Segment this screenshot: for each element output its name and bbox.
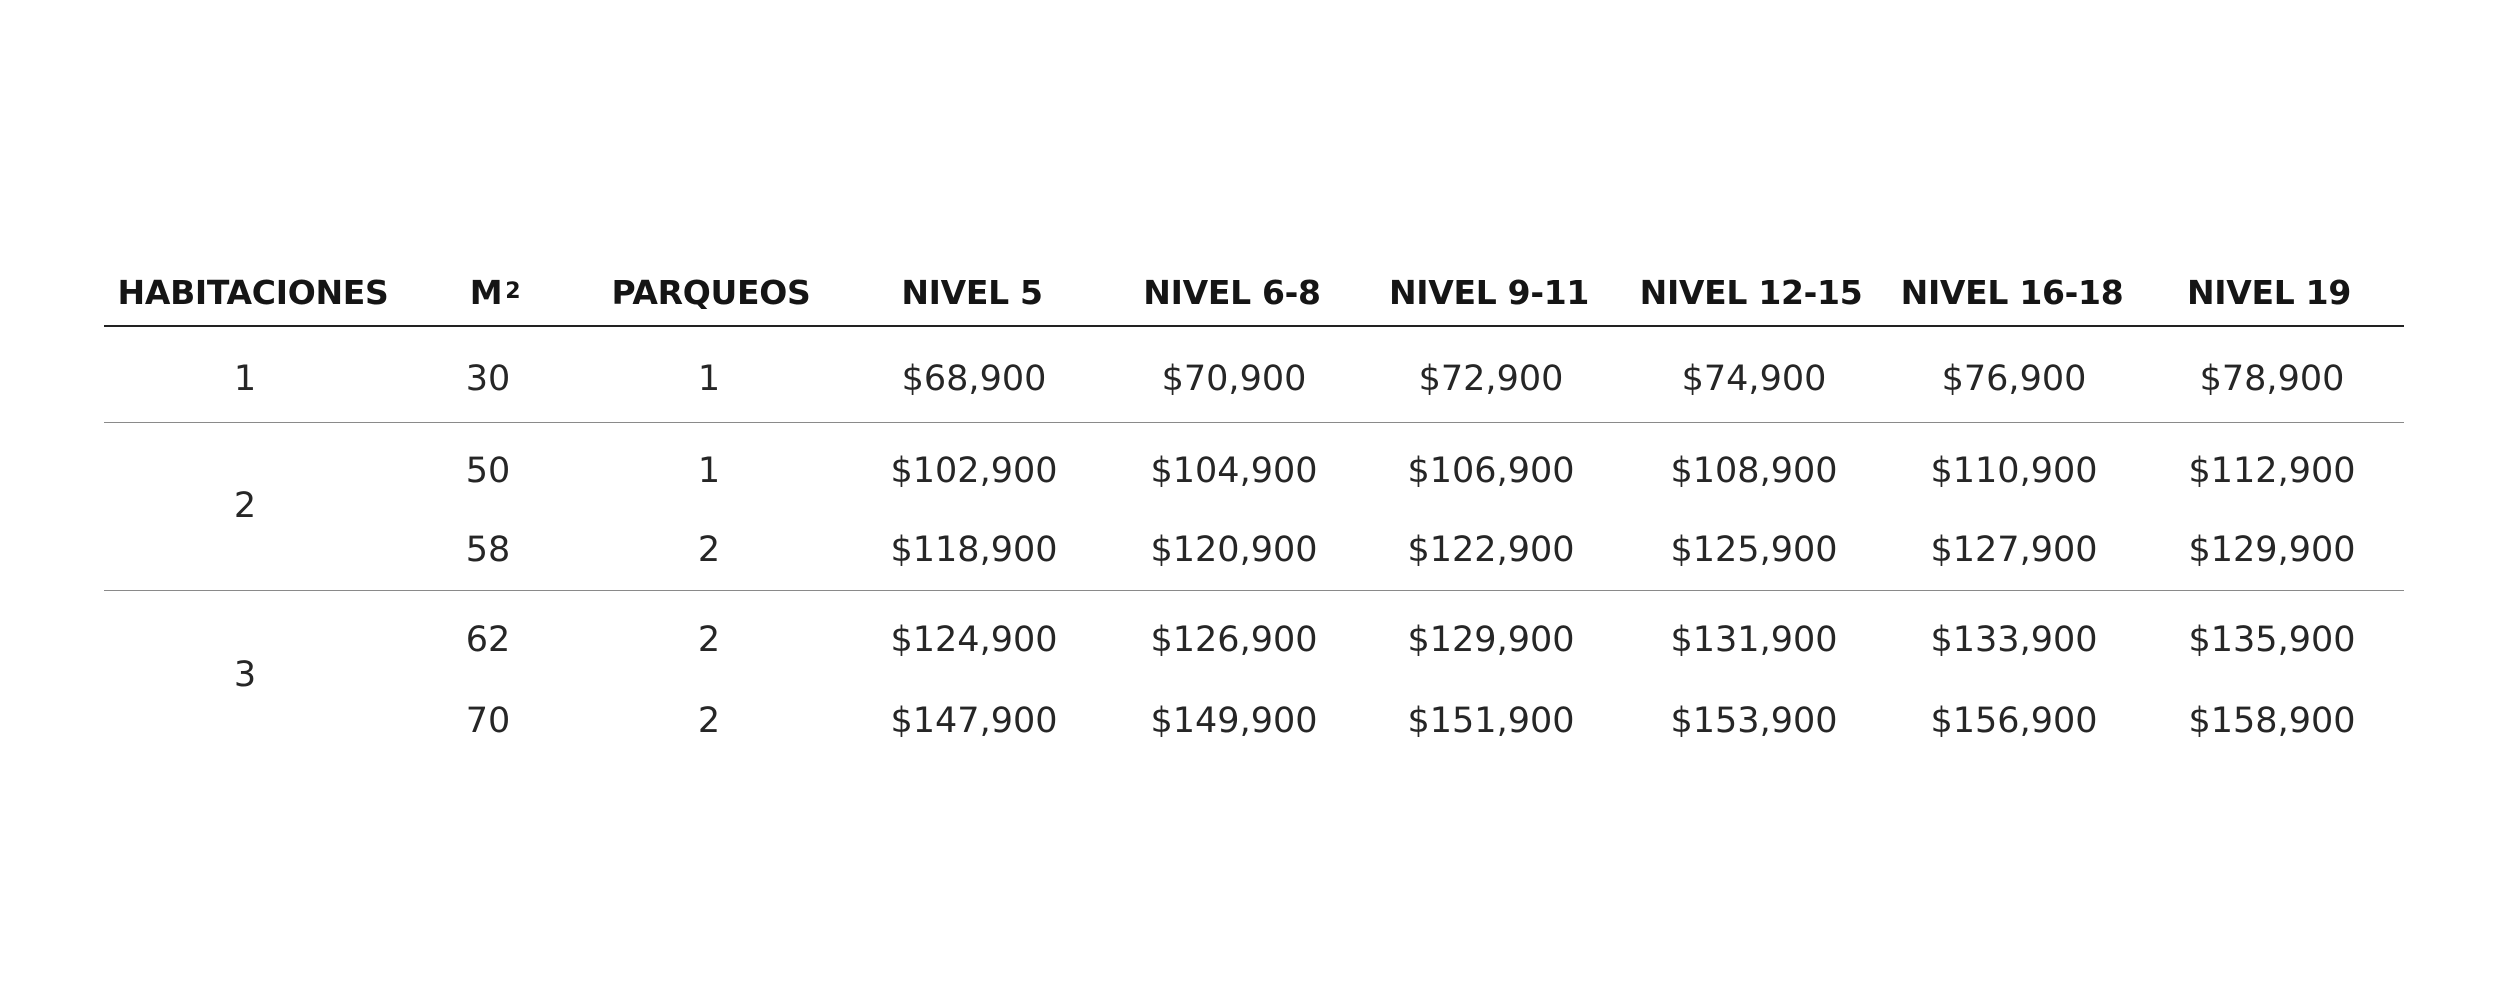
habitaciones-cell: 3 (233, 655, 257, 695)
price-cell: $70,900 (1161, 359, 1307, 399)
m2-cell: 30 (465, 359, 511, 399)
price-cell: $72,900 (1418, 359, 1564, 399)
price-cell: $131,900 (1670, 620, 1838, 660)
price-cell: $147,900 (890, 701, 1058, 741)
price-cell: $68,900 (901, 359, 1047, 399)
header-m2-label: M (469, 273, 503, 312)
m2-cell: 58 (465, 530, 511, 570)
header-nivel-19: NIVEL 19 (2186, 273, 2352, 312)
price-cell: $124,900 (890, 620, 1058, 660)
header-nivel-5: NIVEL 5 (901, 273, 1043, 312)
price-cell: $129,900 (2188, 530, 2356, 570)
price-cell: $102,900 (890, 451, 1058, 491)
price-cell: $153,900 (1670, 701, 1838, 741)
price-cell: $74,900 (1681, 359, 1827, 399)
price-cell: $76,900 (1941, 359, 2087, 399)
price-cell: $125,900 (1670, 530, 1838, 570)
table-group-3-bedroom: 3 62 2 $124,900 $126,900 $129,900 $131,9… (104, 591, 2404, 756)
table-group-2-bedroom: 2 50 1 $102,900 $104,900 $106,900 $108,9… (104, 423, 2404, 591)
price-cell: $126,900 (1150, 620, 1318, 660)
parqueos-cell: 2 (697, 530, 721, 570)
header-nivel-12-15: NIVEL 12-15 (1639, 273, 1863, 312)
m2-cell: 70 (465, 701, 511, 741)
price-cell: $122,900 (1407, 530, 1575, 570)
price-cell: $151,900 (1407, 701, 1575, 741)
header-nivel-6-8: NIVEL 6-8 (1143, 273, 1321, 312)
price-cell: $158,900 (2188, 701, 2356, 741)
price-cell: $149,900 (1150, 701, 1318, 741)
m2-cell: 50 (465, 451, 511, 491)
table-group-1-bedroom: 1 30 1 $68,900 $70,900 $72,900 $74,900 $… (104, 327, 2404, 423)
habitaciones-cell: 1 (233, 359, 257, 399)
price-cell: $127,900 (1930, 530, 2098, 570)
price-cell: $110,900 (1930, 451, 2098, 491)
parqueos-cell: 2 (697, 620, 721, 660)
habitaciones-cell: 2 (233, 486, 257, 526)
parqueos-cell: 1 (697, 359, 721, 399)
price-cell: $104,900 (1150, 451, 1318, 491)
price-cell: $118,900 (890, 530, 1058, 570)
price-cell: $135,900 (2188, 620, 2356, 660)
price-cell: $120,900 (1150, 530, 1318, 570)
header-parqueos: PARQUEOS (611, 273, 811, 312)
price-cell: $106,900 (1407, 451, 1575, 491)
header-nivel-16-18: NIVEL 16-18 (1900, 273, 2124, 312)
header-nivel-9-11: NIVEL 9-11 (1388, 273, 1590, 312)
price-cell: $78,900 (2199, 359, 2345, 399)
parqueos-cell: 1 (697, 451, 721, 491)
header-m2-superscript: 2 (505, 279, 521, 304)
price-cell: $108,900 (1670, 451, 1838, 491)
price-cell: $156,900 (1930, 701, 2098, 741)
parqueos-cell: 2 (697, 701, 721, 741)
price-cell: $112,900 (2188, 451, 2356, 491)
price-cell: $129,900 (1407, 620, 1575, 660)
price-cell: $133,900 (1930, 620, 2098, 660)
m2-cell: 62 (465, 620, 511, 660)
header-habitaciones: HABITACIONES (117, 273, 389, 312)
